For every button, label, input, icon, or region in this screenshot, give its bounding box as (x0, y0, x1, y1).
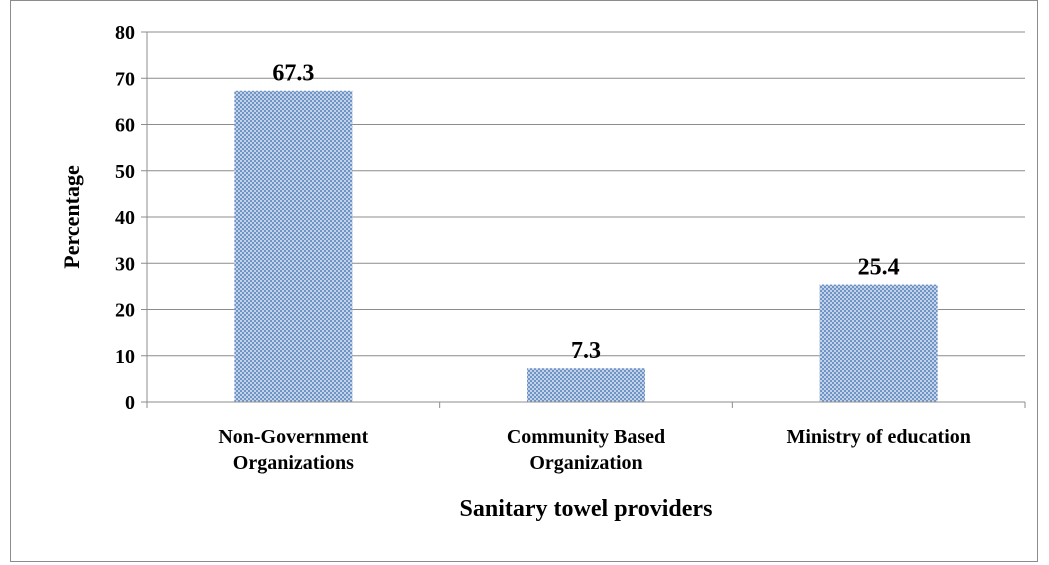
labels: 0 10 20 30 40 50 60 70 80 67.3 Non-Government Organ… (115, 22, 971, 474)
y-tick-label: 60 (115, 115, 135, 137)
category-label: Non-Government (218, 426, 368, 448)
y-tick-label: 40 (115, 207, 135, 229)
axes (141, 31, 1026, 408)
x-axis-title: Sanitary towel providers (460, 496, 713, 522)
y-tick-label: 10 (115, 346, 135, 368)
category-label: Organization (529, 452, 642, 474)
bar (819, 284, 938, 402)
bar (234, 90, 353, 403)
data-label: 7.3 (571, 338, 601, 364)
y-tick-label: 30 (115, 253, 135, 275)
y-tick-label: 50 (115, 161, 135, 183)
y-tick-label: 20 (115, 300, 135, 322)
data-label: 25.4 (858, 255, 900, 281)
y-axis-title: Percentage (59, 165, 84, 269)
bar (527, 368, 645, 402)
category-label: Community Based (507, 426, 665, 448)
y-tick-label: 70 (115, 68, 135, 90)
category-label: Ministry of education (786, 426, 970, 448)
chart-frame (10, 0, 1038, 562)
data-label: 67.3 (272, 61, 314, 87)
category-label: Organizations (233, 452, 354, 474)
y-tick-label: 0 (125, 392, 135, 414)
bars (234, 90, 938, 403)
y-tick-label: 80 (115, 22, 135, 44)
